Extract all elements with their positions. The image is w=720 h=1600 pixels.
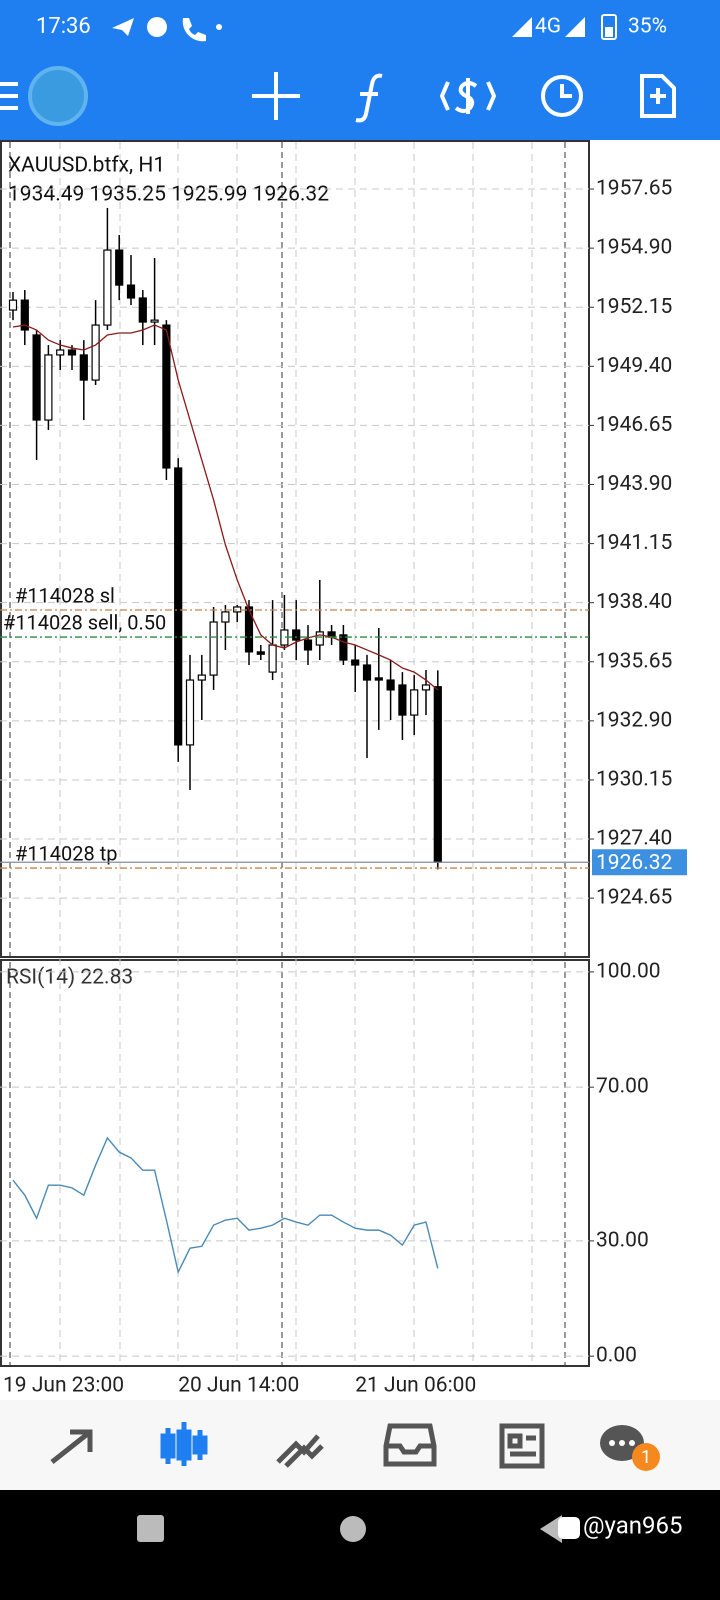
candle-body <box>150 319 159 323</box>
candle-body <box>244 606 254 653</box>
candle-body <box>174 467 183 746</box>
y-tick-label: 1935.65 <box>596 649 672 673</box>
trade-tab[interactable] <box>276 1434 324 1468</box>
last-price-box <box>592 849 687 876</box>
candle-body <box>126 284 136 299</box>
bottom-nav-icons <box>50 1422 660 1471</box>
y-tick-label: 1924.65 <box>596 886 672 910</box>
y-tick-label: 1946.65 <box>596 413 672 437</box>
candle-body <box>374 677 383 681</box>
chat-badge: 1 <box>641 1447 651 1468</box>
top-bar <box>0 0 720 140</box>
candle-body <box>8 299 18 311</box>
chart-ohlc: 1934.49 1935.25 1925.99 1926.32 <box>8 183 329 207</box>
candle-body <box>103 249 112 326</box>
y-tick-label: 30.00 <box>596 1228 649 1252</box>
rsi-title: RSI(14) 22.83 <box>6 966 133 990</box>
chart-tab[interactable] <box>160 1422 208 1466</box>
candle-body <box>398 684 407 716</box>
rsi-line <box>12 1136 439 1275</box>
y-tick-label: 70.00 <box>596 1075 649 1099</box>
y-tick-label: 1927.40 <box>596 827 672 851</box>
candle-body <box>292 629 301 641</box>
y-tick-label: 1949.40 <box>596 354 672 378</box>
quotes-tab[interactable] <box>50 1429 93 1464</box>
candle-body <box>185 679 195 746</box>
y-tick-label: 1941.15 <box>596 531 672 555</box>
vertical-grid <box>59 142 533 1365</box>
bottom-nav <box>0 1400 720 1490</box>
candle-body <box>351 659 360 666</box>
candle-body <box>197 674 206 681</box>
candle-body <box>268 644 277 673</box>
candle-body <box>138 297 147 323</box>
news-tab[interactable] <box>499 1423 545 1469</box>
candle-body <box>410 689 419 716</box>
status-battery: 35% <box>628 15 667 39</box>
y-tick-label: 1952.15 <box>596 295 672 319</box>
candle-body <box>221 611 230 623</box>
y-tick-label: 1957.65 <box>596 177 672 201</box>
watermark: @yan965 <box>583 1511 683 1539</box>
crosshair-button[interactable] <box>252 72 300 120</box>
y-tick-label: 1932.90 <box>596 708 672 732</box>
x-tick-label: 19 Jun 23:00 <box>3 1374 124 1398</box>
candle-body <box>44 354 53 421</box>
candle-body <box>56 349 65 356</box>
candle-body <box>162 324 171 469</box>
toolbar <box>0 66 676 126</box>
chart-frame <box>0 140 590 1367</box>
order-label: #114028 sell, 0.50 <box>3 610 166 634</box>
order-label: #114028 sl <box>15 583 115 607</box>
candle-body <box>20 299 29 331</box>
candle-body <box>209 621 218 676</box>
candle-body <box>256 651 265 655</box>
candle-body <box>421 684 431 691</box>
trade-button[interactable] <box>439 78 497 114</box>
watermark-icon <box>558 1517 580 1539</box>
chart-title: XAUUSD.btfx, H1 <box>8 154 165 178</box>
x-tick-label: 21 Jun 06:00 <box>355 1374 476 1398</box>
system-nav <box>0 1490 720 1600</box>
history-tab[interactable] <box>383 1423 437 1467</box>
y-tick-label: 1943.90 <box>596 472 672 496</box>
period-separators <box>9 142 566 1365</box>
candle-body <box>339 634 348 661</box>
candle-body <box>233 606 242 613</box>
candle-body <box>32 334 41 421</box>
new-order-button[interactable] <box>640 74 676 118</box>
candle-body <box>91 324 100 381</box>
status-network: 4G <box>535 15 561 39</box>
last-price-label: 1926.32 <box>596 851 673 875</box>
y-tick-label: 1930.15 <box>596 767 672 791</box>
candle-body <box>67 349 77 356</box>
candle-body <box>362 664 372 681</box>
candle-body <box>386 679 395 691</box>
y-tick-label: 0.00 <box>596 1344 637 1368</box>
candle-body <box>303 639 313 651</box>
indicators-button[interactable] <box>355 73 383 123</box>
y-tick-label: 100.00 <box>596 959 661 983</box>
x-tick-label: 20 Jun 14:00 <box>178 1374 299 1398</box>
candle-body <box>433 686 442 863</box>
recents-button[interactable] <box>137 1515 164 1542</box>
app-logo[interactable] <box>28 66 88 126</box>
status-icons <box>112 14 617 42</box>
y-tick-label: 1938.40 <box>596 590 672 614</box>
y-tick-label: 1954.90 <box>596 236 672 260</box>
home-button[interactable] <box>340 1516 366 1542</box>
moving-average <box>12 324 439 691</box>
period-button[interactable] <box>541 75 583 117</box>
candle-body <box>315 631 324 646</box>
status-time: 17:36 <box>36 14 91 39</box>
candle-body <box>79 354 88 381</box>
order-label: #114028 tp <box>15 841 118 865</box>
menu-button[interactable] <box>0 82 18 110</box>
back-button[interactable] <box>540 1515 562 1543</box>
candle-body <box>115 249 124 286</box>
